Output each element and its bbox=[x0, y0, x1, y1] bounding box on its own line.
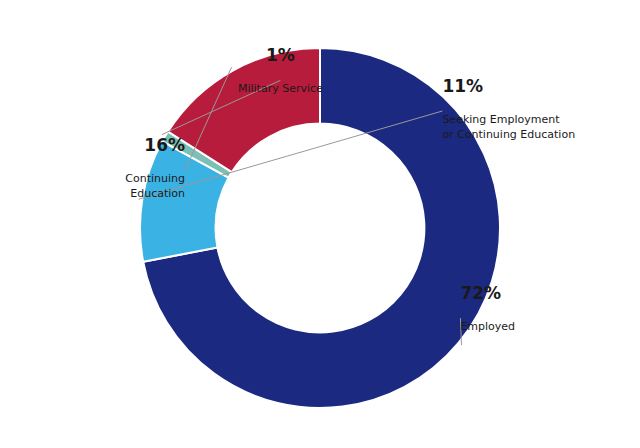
slices bbox=[140, 48, 500, 408]
category-label: Seeking Employment or Continuing Educatio… bbox=[442, 113, 575, 141]
percent-label: 72% bbox=[460, 283, 501, 303]
chart: 72% Employed 11% Seeking Employment or Conti… bbox=[0, 0, 640, 448]
category-label: Military Service bbox=[238, 82, 323, 95]
category-label-line: Education bbox=[130, 187, 185, 200]
category-label-line: Employed bbox=[460, 320, 515, 333]
percent-label: 11% bbox=[442, 76, 483, 96]
category-label-line: or Continuing Education bbox=[442, 128, 575, 141]
category-label-line: Continuing bbox=[125, 172, 185, 185]
category-label: Employed bbox=[460, 320, 515, 333]
leader-line bbox=[185, 67, 232, 170]
category-label-line: Seeking Employment bbox=[442, 113, 560, 126]
percent-label: 1% bbox=[266, 45, 295, 65]
category-label-line: Military Service bbox=[238, 82, 323, 95]
annotations: 72% Employed 11% Seeking Employment or Conti… bbox=[125, 45, 575, 345]
percent-label: 16% bbox=[144, 135, 185, 155]
category-label: Continuing Education bbox=[125, 172, 185, 200]
